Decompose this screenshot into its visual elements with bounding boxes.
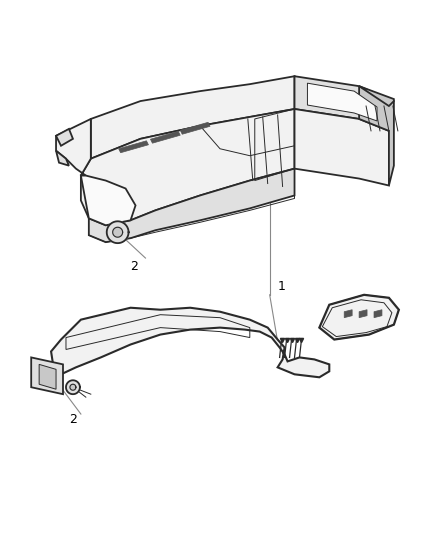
Polygon shape	[91, 76, 294, 159]
Polygon shape	[180, 122, 210, 134]
Polygon shape	[119, 141, 148, 153]
Polygon shape	[150, 131, 180, 143]
Polygon shape	[81, 175, 135, 225]
Polygon shape	[89, 168, 294, 242]
Polygon shape	[56, 151, 69, 166]
Polygon shape	[66, 380, 80, 394]
Polygon shape	[294, 76, 389, 131]
Polygon shape	[56, 119, 91, 175]
Polygon shape	[359, 86, 394, 106]
Text: 2: 2	[131, 260, 138, 273]
Polygon shape	[374, 310, 382, 318]
Polygon shape	[70, 384, 76, 390]
Polygon shape	[56, 129, 73, 146]
Polygon shape	[359, 310, 367, 318]
Polygon shape	[344, 310, 352, 318]
Polygon shape	[107, 221, 129, 243]
Polygon shape	[307, 83, 377, 121]
Polygon shape	[31, 358, 63, 394]
Polygon shape	[39, 365, 56, 389]
Polygon shape	[359, 86, 394, 185]
Text: 2: 2	[69, 413, 77, 426]
Text: 1: 1	[278, 280, 286, 293]
Polygon shape	[113, 227, 123, 237]
Polygon shape	[294, 109, 389, 185]
Polygon shape	[81, 109, 294, 225]
Polygon shape	[51, 308, 329, 377]
Polygon shape	[319, 295, 399, 340]
